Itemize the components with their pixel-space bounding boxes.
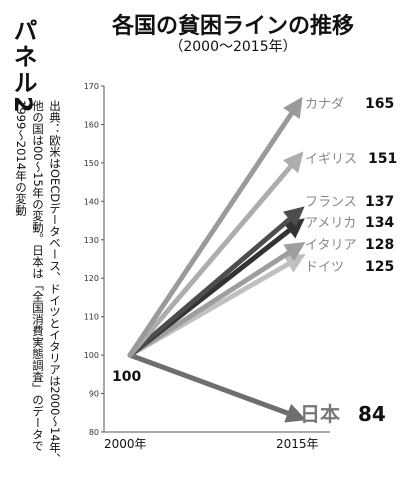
series-name-アメリカ: アメリカ xyxy=(305,216,356,231)
series-line-フランス xyxy=(127,206,305,358)
series-line-カナダ xyxy=(127,96,303,358)
series-name-日本: 日本 xyxy=(300,402,340,426)
series-value-フランス: 137 xyxy=(365,194,394,210)
series-labels: カナダ 165 イギリス 151 フランス 137 アメリカ 134 イタリア 128 ドイツ 125… xyxy=(300,96,397,426)
series-value-ドイツ: 125 xyxy=(365,259,394,275)
x-tick-label-2000: 2000年 xyxy=(104,437,147,451)
series-name-フランス: フランス xyxy=(305,195,357,210)
series-line-イギリス xyxy=(127,151,304,358)
y-tick-label-140: 140 xyxy=(84,197,99,206)
series-name-イギリス: イギリス xyxy=(305,152,357,167)
y-tick-label-160: 160 xyxy=(84,120,99,129)
panel-label: パネル2 xyxy=(9,18,37,115)
y-ticks: 80 90 100 110 120 130 140 150 160 170 xyxy=(84,82,104,437)
y-tick-label-110: 110 xyxy=(84,313,99,322)
series-name-ドイツ: ドイツ xyxy=(305,260,344,275)
y-tick-label-170: 170 xyxy=(84,82,99,91)
y-tick-label-90: 90 xyxy=(89,390,99,399)
source-note: 出典：欧米はOECDデータベース、ドイツとイタリアは2000〜14年、他の国は0… xyxy=(14,100,62,465)
series-name-イタリア: イタリア xyxy=(305,238,356,253)
y-tick-label-100: 100 xyxy=(84,351,99,360)
x-tick-label-2015: 2015年 xyxy=(276,437,319,451)
series-value-イタリア: 128 xyxy=(365,237,394,253)
series-line-日本 xyxy=(127,352,307,423)
y-tick-label-150: 150 xyxy=(84,159,99,168)
series-name-カナダ: カナダ xyxy=(305,97,344,112)
series-value-日本: 84 xyxy=(358,402,386,426)
series-value-アメリカ: 134 xyxy=(365,215,394,231)
series-line-イタリア xyxy=(127,242,306,358)
y-tick-label-80: 80 xyxy=(89,428,99,437)
series-lines xyxy=(127,96,307,423)
series-value-カナダ: 165 xyxy=(365,96,394,112)
chart-subtitle: （2000〜2015年） xyxy=(169,39,297,55)
series-value-イギリス: 151 xyxy=(368,151,397,167)
y-tick-label-130: 130 xyxy=(84,236,99,245)
start-value-label: 100 xyxy=(112,369,141,385)
chart-title: 各国の貧困ラインの推移 xyxy=(111,14,354,39)
y-tick-label-120: 120 xyxy=(84,274,99,283)
